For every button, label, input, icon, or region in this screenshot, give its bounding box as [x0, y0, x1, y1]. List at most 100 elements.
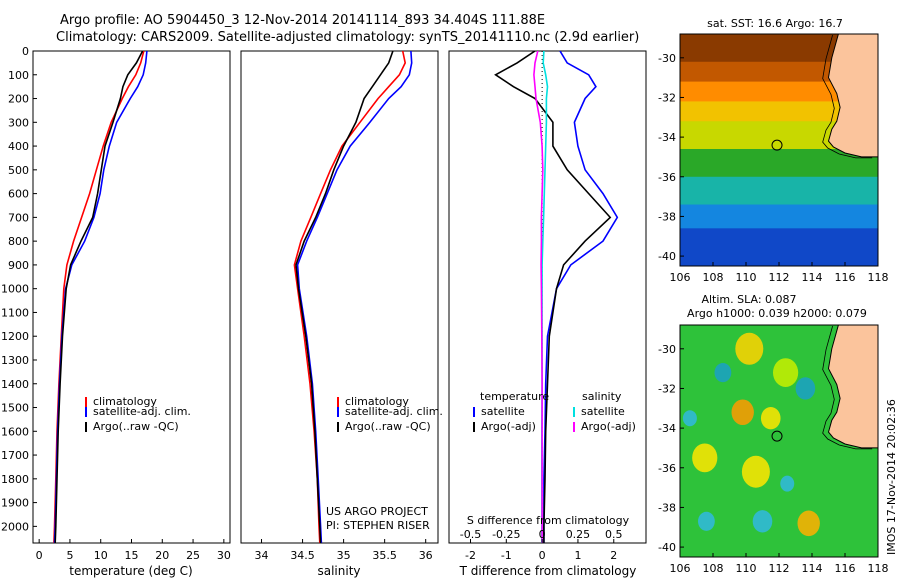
difference-panel: -2 -1 0 1 2 -0.5 -0.25 0 0.25 0.5 T difference fr… [448, 50, 647, 578]
map-ytick-label: -34 [658, 131, 676, 144]
sla-anomaly [797, 510, 820, 537]
top-tick-label: 0.5 [605, 528, 623, 541]
map-ytick-label: -34 [658, 422, 676, 435]
map-ytick-label: -32 [658, 382, 676, 395]
map-xtick-label: 114 [802, 271, 823, 284]
salinity-legend: climatology satellite-adj. clim. Argo(..… [337, 395, 443, 433]
temperature-xtick-label: 20 [155, 549, 169, 562]
sla-anomaly [682, 410, 697, 427]
top-tick-label: -0.5 [460, 528, 481, 541]
salinity-legend-satellite: satellite-adj. clim. [345, 405, 443, 418]
land-mass [828, 34, 878, 157]
shelf-contour [822, 34, 873, 159]
sst-band [680, 204, 878, 230]
legend-header-salinity: salinity [582, 390, 622, 403]
map-xtick-label: 116 [835, 271, 856, 284]
salinity-xtick-label: 35.5 [372, 549, 397, 562]
depth-tick-label: 1900 [1, 497, 29, 510]
map-ytick-label: -38 [658, 210, 676, 223]
difference-xtick-label: 2 [610, 549, 617, 562]
salinity-xtick-label: 34.5 [290, 549, 315, 562]
difference-series-3 [533, 51, 544, 543]
depth-tick-label: 100 [8, 69, 29, 82]
sla-anomaly [735, 332, 764, 365]
difference-xtick-label: -1 [501, 549, 512, 562]
temperature-xlabel: temperature (deg C) [69, 564, 192, 578]
salinity-legend-climatology: climatology [345, 395, 409, 408]
map-ytick-label: -38 [658, 501, 676, 514]
project-note-line-1: US ARGO PROJECT [326, 505, 428, 518]
sla-anomaly [795, 377, 816, 400]
map-xtick-label: 114 [802, 562, 823, 575]
depth-tick-label: 1000 [1, 283, 29, 296]
sst-band [680, 101, 878, 123]
temperature-legend-satellite: satellite-adj. clim. [93, 405, 191, 418]
depth-tick-label: 2000 [1, 520, 29, 533]
top-tick-label: 0 [539, 528, 546, 541]
title-line-1: Argo profile: AO 5904450_3 12-Nov-2014 2… [60, 13, 545, 28]
sst-band [680, 81, 878, 103]
map-ytick-label: -36 [658, 171, 676, 184]
temperature-panel: 0 5 10 15 20 25 300100200300400500600700800900… [1, 45, 231, 578]
difference-xtick-label: -2 [465, 549, 476, 562]
depth-tick-label: 800 [8, 235, 29, 248]
depth-tick-label: 900 [8, 259, 29, 272]
depth-tick-label: 1700 [1, 449, 29, 462]
temperature-xtick-label: 30 [217, 549, 231, 562]
sla-anomaly [692, 443, 718, 473]
legend-sal-argo: Argo(-adj) [581, 420, 636, 433]
depth-tick-label: 1500 [1, 402, 29, 415]
map-xtick-label: 106 [670, 271, 691, 284]
difference-xtick-label: 1 [574, 549, 581, 562]
coastline [827, 325, 878, 449]
temperature-legend-argo: Argo(..raw -QC) [93, 420, 179, 433]
legend-temp-argo: Argo(-adj) [481, 420, 536, 433]
coastline [827, 34, 878, 158]
shelf-contour [822, 325, 873, 450]
legend-temp-satellite: satellite [481, 405, 525, 418]
sla-map-title-line-2: Argo h1000: 0.039 h2000: 0.079 [687, 307, 867, 320]
sla-map: Altim. SLA: 0.087 Argo h1000: 0.039 h200… [658, 293, 888, 575]
difference-xlabel-top: S difference from climatology [467, 514, 630, 527]
land-mass [828, 325, 878, 448]
salinity-legend-argo: Argo(..raw -QC) [345, 420, 431, 433]
salinity-xtick-label: 34 [255, 549, 269, 562]
salinity-xlabel: salinity [317, 564, 360, 578]
depth-tick-label: 300 [8, 116, 29, 129]
temperature-xtick-label: 5 [66, 549, 73, 562]
difference-legend: temperature salinity satellite Argo(-adj… [473, 390, 636, 433]
map-ytick-label: -36 [658, 462, 676, 475]
sst-map: sat. SST: 16.6 Argo: 16.7 106 108 110 112 11… [658, 17, 888, 284]
project-note-line-2: PI: STEPHEN RISER [326, 519, 430, 532]
temperature-series-2 [54, 51, 144, 543]
salinity-series-2 [295, 51, 394, 543]
map-ytick-label: -40 [658, 250, 676, 263]
title-line-2: Climatology: CARS2009. Satellite-adjuste… [56, 30, 639, 45]
depth-tick-label: 400 [8, 140, 29, 153]
legend-sal-satellite: satellite [581, 405, 625, 418]
depth-tick-label: 500 [8, 164, 29, 177]
salinity-panel: 34 34.5 35 35.5 36 salinity climatology sate… [240, 50, 443, 578]
map-ytick-label: -32 [658, 91, 676, 104]
sla-anomaly [760, 406, 781, 430]
depth-tick-label: 200 [8, 93, 29, 106]
sst-band [680, 228, 878, 266]
legend-header-temperature: temperature [480, 390, 549, 403]
sla-anomaly [752, 510, 773, 533]
sst-band [680, 176, 878, 206]
sla-anomaly [731, 399, 754, 426]
top-tick-label: -0.25 [492, 528, 520, 541]
map-xtick-label: 110 [736, 271, 757, 284]
sla-anomaly [780, 475, 795, 492]
map-ytick-label: -30 [658, 343, 676, 356]
temperature-legend-climatology: climatology [93, 395, 157, 408]
difference-series-1 [494, 51, 612, 543]
salinity-xtick-label: 35 [337, 549, 351, 562]
sst-band [680, 149, 878, 178]
temperature-xtick-label: 25 [186, 549, 200, 562]
difference-xlabel: T difference from climatology [459, 564, 637, 578]
temperature-xtick-label: 15 [125, 549, 139, 562]
depth-tick-label: 0 [22, 45, 29, 58]
map-xtick-label: 118 [868, 271, 889, 284]
